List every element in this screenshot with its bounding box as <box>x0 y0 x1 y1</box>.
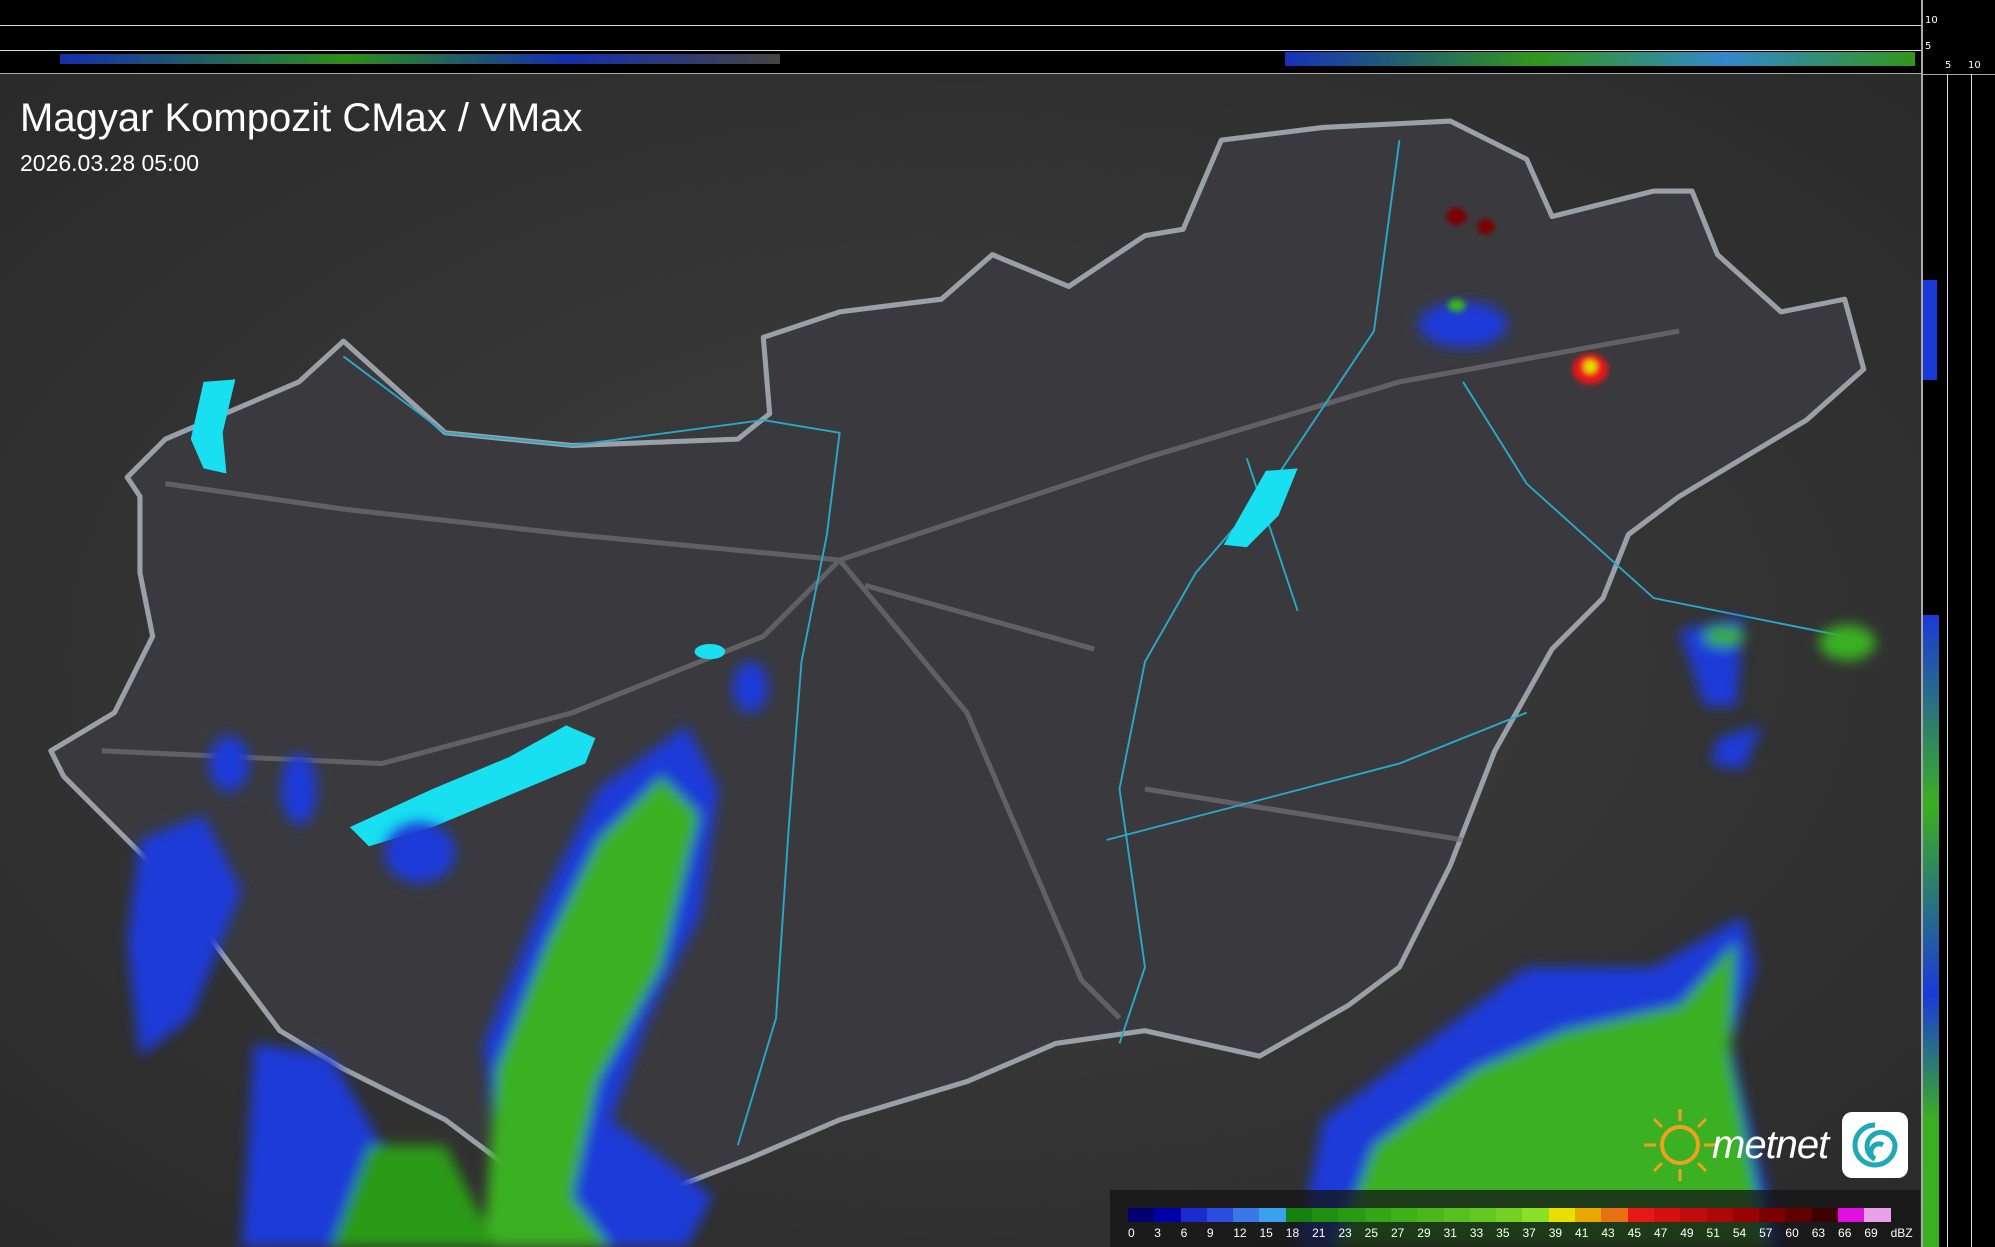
legend-swatch <box>1680 1208 1707 1222</box>
legend-label: 41 <box>1575 1226 1589 1240</box>
legend-label: 47 <box>1653 1226 1668 1240</box>
profile-gridline <box>0 50 1921 51</box>
lakes <box>190 379 1298 847</box>
legend-label: 39 <box>1548 1226 1563 1240</box>
legend-label: 66 <box>1838 1226 1852 1240</box>
storm-cells <box>1446 207 1609 385</box>
lake-velence <box>694 643 726 660</box>
roads <box>101 328 1680 1020</box>
legend-label: 6 <box>1180 1226 1188 1240</box>
legend-swatch <box>1759 1208 1786 1222</box>
profile-divider <box>1923 74 1995 75</box>
rivers <box>342 140 1845 1146</box>
legend-swatch <box>1864 1208 1891 1222</box>
legend-swatch <box>1732 1208 1760 1222</box>
profile-gridline <box>1947 74 1948 1247</box>
legend-label: 43 <box>1601 1226 1615 1240</box>
sun-icon <box>1644 1109 1716 1181</box>
radar-echoes <box>127 301 1876 1247</box>
map-timestamp: 2026.03.28 05:00 <box>20 150 200 176</box>
legend-swatch <box>1575 1208 1602 1222</box>
legend-swatch <box>1601 1208 1628 1222</box>
legend-label: 57 <box>1759 1226 1773 1240</box>
legend-swatch <box>1548 1208 1576 1222</box>
legend-swatch <box>1364 1208 1391 1222</box>
legend-label: 3 <box>1154 1226 1161 1240</box>
legend-swatch <box>1522 1208 1549 1222</box>
legend-label: 18 <box>1285 1226 1300 1240</box>
legend-label: 33 <box>1469 1226 1484 1240</box>
legend-label: 23 <box>1338 1226 1352 1240</box>
profile-gridline <box>0 25 1921 26</box>
legend-label: 29 <box>1417 1226 1431 1240</box>
legend-label: 54 <box>1732 1226 1747 1240</box>
legend-label: 51 <box>1706 1226 1720 1240</box>
legend-label: 21 <box>1312 1226 1326 1240</box>
legend-label: 25 <box>1364 1226 1379 1240</box>
profile-echo-west <box>60 54 780 64</box>
legend-unit: dBZ <box>1890 1226 1913 1240</box>
lake-ferto <box>190 379 236 474</box>
legend-swatch <box>1259 1208 1286 1222</box>
hungary-area <box>48 118 1867 1206</box>
legend-swatch <box>1285 1208 1313 1222</box>
legend-swatch <box>1838 1208 1865 1222</box>
profile-echo-east <box>1285 52 1915 66</box>
dbz-color-legend: 0 3 6 9 12 15 18 21 23 25 27 29 31 33 35 37 39 41 43 45 47 49… <box>1110 1190 1920 1247</box>
legend-swatch <box>1443 1208 1470 1222</box>
legend-swatch <box>1154 1208 1181 1222</box>
legend-swatch <box>1653 1208 1681 1222</box>
legend-label: 27 <box>1390 1226 1405 1240</box>
legend-label: 35 <box>1496 1226 1510 1240</box>
vertical-profile-strip: 10 5 5 10 <box>1921 0 1995 1247</box>
profile-gridline <box>1971 74 1972 1247</box>
legend-swatch <box>1390 1208 1418 1222</box>
legend-swatches <box>1128 1208 1891 1222</box>
legend-swatch <box>1785 1208 1812 1222</box>
legend-swatch <box>1233 1208 1260 1222</box>
legend-swatch <box>1706 1208 1733 1222</box>
legend-swatch <box>1180 1208 1207 1222</box>
legend-label: 60 <box>1785 1226 1799 1240</box>
legend-swatch <box>1128 1208 1155 1222</box>
legend-label: 63 <box>1811 1226 1826 1240</box>
legend-label: 45 <box>1627 1226 1641 1240</box>
lake-tisza <box>1223 468 1298 548</box>
legend-swatch <box>1312 1208 1339 1222</box>
profile-echo <box>1923 615 1939 1247</box>
tick-label: 10 <box>1968 60 1981 71</box>
legend-swatch <box>1417 1208 1444 1222</box>
logo-text: metnet <box>1712 1122 1829 1167</box>
legend-swatch <box>1206 1208 1234 1222</box>
legend-label: 15 <box>1259 1226 1273 1240</box>
legend-labels: 0 3 6 9 12 15 18 21 23 25 27 29 31 33 35 37 39 41 43 45 47 49… <box>1128 1226 1913 1240</box>
lake-balaton <box>349 725 596 847</box>
radar-map[interactable] <box>0 74 1921 1247</box>
legend-label: 31 <box>1443 1226 1457 1240</box>
legend-label: 37 <box>1522 1226 1536 1240</box>
legend-swatch <box>1469 1208 1497 1222</box>
horizontal-profile-strip <box>0 0 1921 74</box>
tick-label: 5 <box>1925 41 1932 52</box>
tick-label: 10 <box>1925 15 1938 26</box>
legend-swatch <box>1496 1208 1523 1222</box>
profile-echo <box>1923 280 1937 380</box>
legend-label: 12 <box>1233 1226 1247 1240</box>
tick-label: 5 <box>1945 60 1952 71</box>
legend-label: 69 <box>1864 1226 1878 1240</box>
legend-label: 49 <box>1680 1226 1694 1240</box>
metnet-logo: metnet <box>1640 1105 1909 1185</box>
legend-label: 0 <box>1128 1226 1135 1240</box>
map-title: Magyar Kompozit CMax / VMax <box>20 96 583 140</box>
legend-swatch <box>1627 1208 1654 1222</box>
legend-label: 9 <box>1206 1226 1214 1240</box>
legend-swatch <box>1811 1208 1839 1222</box>
swirl-icon <box>1842 1112 1909 1178</box>
legend-swatch <box>1338 1208 1365 1222</box>
